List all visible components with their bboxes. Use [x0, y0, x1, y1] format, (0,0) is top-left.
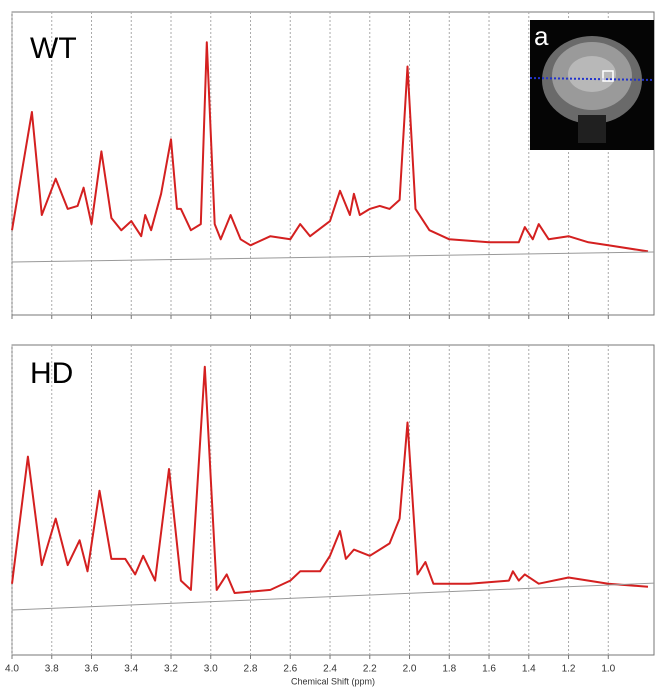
- x-tick-label: 2.0: [403, 664, 417, 675]
- x-tick-label: 1.0: [601, 664, 615, 675]
- inset-label: a: [534, 21, 549, 51]
- x-tick-label: 2.2: [363, 664, 377, 675]
- x-tick-label: 3.2: [164, 664, 178, 675]
- brain-core: [568, 56, 616, 92]
- x-tick-label: 1.6: [482, 664, 496, 675]
- spectrum-line: [11, 251, 655, 263]
- panel-title: HD: [30, 357, 73, 390]
- spectrum-line: [11, 41, 649, 253]
- plot-frame: [11, 344, 655, 656]
- x-tick-label: 1.4: [522, 664, 536, 675]
- spectrum-line: [11, 582, 655, 611]
- x-tick-label: 3.8: [45, 664, 59, 675]
- brain-stem: [578, 115, 606, 143]
- x-tick-label: 2.8: [244, 664, 258, 675]
- x-tick-label: 4.0: [5, 664, 19, 675]
- x-tick-label: 2.4: [323, 664, 337, 675]
- slice-line: [529, 77, 655, 81]
- x-axis-label: Chemical Shift (ppm): [291, 676, 375, 686]
- panel-title: WT: [30, 32, 77, 65]
- x-tick-label: 1.8: [442, 664, 456, 675]
- spectrum-line: [11, 365, 649, 594]
- x-tick-label: 3.4: [124, 664, 138, 675]
- x-tick-label: 3.0: [204, 664, 218, 675]
- plot-frame: [11, 11, 655, 316]
- voxel: [602, 70, 614, 82]
- inset-image: a: [529, 20, 655, 150]
- x-tick-label: 2.6: [283, 664, 297, 675]
- x-tick-label: 3.6: [85, 664, 99, 675]
- x-tick-label: 1.2: [562, 664, 576, 675]
